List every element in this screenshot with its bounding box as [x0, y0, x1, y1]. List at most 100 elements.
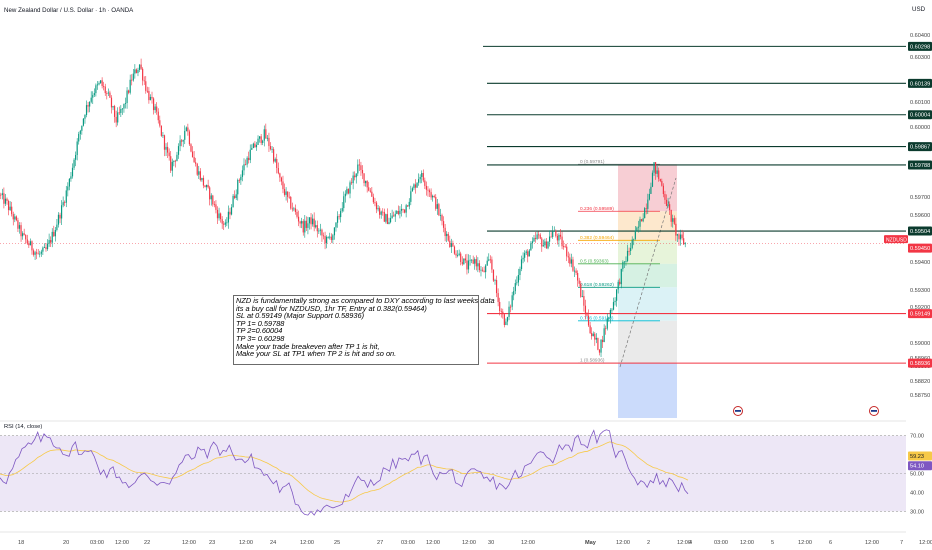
candle-body: [449, 240, 451, 248]
candle-body: [492, 269, 495, 281]
fib-zone: [618, 287, 677, 321]
candle-body: [513, 291, 515, 296]
candle-body: [322, 235, 325, 237]
time-tick-label: May: [585, 540, 597, 546]
price-label-text: 0.59504: [910, 229, 930, 235]
candle-body: [612, 302, 615, 310]
candle-body: [238, 179, 240, 181]
rsi-line: [0, 429, 689, 516]
candle-body: [478, 263, 481, 271]
candle-body: [249, 149, 251, 161]
candle-body: [352, 175, 354, 184]
candle-body: [428, 190, 431, 193]
candle-body: [124, 103, 127, 104]
flag-icon-stripe: [871, 410, 877, 412]
price-label-text: 0.59867: [910, 145, 930, 151]
candle-body: [430, 192, 432, 198]
candle-body: [106, 93, 108, 94]
candle-body: [118, 112, 120, 114]
candle-body: [212, 195, 214, 205]
candle-body: [109, 92, 111, 98]
candle-body: [251, 148, 253, 150]
candle-body: [601, 339, 604, 343]
fib-retracement[interactable]: 0 (0.59791) 0.236 (0.59589) 0.382 (0.59464…: [578, 159, 677, 418]
trade-note[interactable]: NZD is fundamentally strong as compared …: [233, 295, 495, 365]
candle-body: [371, 191, 373, 197]
candle-body: [330, 236, 332, 240]
candle-body: [287, 191, 289, 197]
candle-body: [524, 253, 526, 258]
candle-body: [474, 259, 476, 264]
candle-body: [447, 233, 449, 241]
price-label-text: 0.59149: [910, 312, 930, 318]
candle-body: [271, 149, 273, 150]
candle-body: [96, 84, 99, 86]
candle-body: [163, 135, 166, 150]
time-tick-label: 25: [334, 540, 340, 546]
candle-body: [684, 243, 686, 245]
candle-body: [220, 213, 222, 220]
fib-label: 0.236 (0.59589): [580, 206, 614, 212]
candle-body: [22, 233, 24, 237]
candle-body: [525, 251, 527, 254]
price-tick-label: 0.60300: [910, 55, 930, 61]
time-tick-label: 12:00: [462, 540, 476, 546]
price-label-box: [908, 358, 932, 368]
time-tick-label: 7: [900, 540, 903, 546]
candle-body: [522, 257, 524, 260]
candle-body: [329, 236, 331, 238]
fib-label: 0.5 (0.59363): [580, 258, 609, 264]
candle-body: [296, 211, 298, 217]
candle-body: [573, 270, 576, 272]
candle-body: [277, 167, 279, 174]
candle-body: [424, 180, 426, 186]
candle-body: [340, 211, 342, 218]
price-tick-label: 0.59300: [910, 288, 930, 294]
rsi-value-text: 59.23: [910, 454, 924, 460]
candle-body: [391, 215, 393, 219]
candle-body: [363, 173, 365, 184]
time-tick-label: 12:00: [521, 540, 535, 546]
candle-body: [56, 224, 58, 230]
time-tick-label: 24: [270, 540, 276, 546]
candle-body: [167, 146, 169, 153]
candle-body: [6, 198, 8, 201]
candle-body: [550, 236, 552, 238]
candle-body: [559, 234, 562, 237]
candle-body: [40, 251, 42, 254]
candle-body: [79, 130, 81, 134]
candle-body: [101, 80, 103, 86]
candle-body: [60, 205, 63, 219]
candle-body: [171, 161, 173, 171]
candle-body: [98, 83, 100, 85]
candle-body: [399, 210, 401, 215]
candle-body: [75, 155, 77, 160]
candle-body: [338, 216, 340, 218]
candle-body: [469, 259, 471, 261]
candle-body: [196, 163, 198, 175]
candle-body: [294, 208, 297, 212]
candle-body: [14, 216, 16, 220]
note-line: SL at 0.59149 (Major Support 0.58936): [236, 311, 365, 321]
note-line: NZD is fundamentally strong as compared …: [236, 296, 495, 305]
candle-body: [605, 328, 607, 330]
candle-body: [223, 223, 225, 225]
candle-body: [486, 260, 488, 266]
note-line: TP 2=0.60004: [236, 326, 283, 336]
price-label-box: [908, 142, 932, 152]
candle-body: [126, 90, 128, 104]
candle-body: [517, 274, 519, 283]
time-tick-label: 4: [689, 540, 692, 546]
candle-body: [455, 253, 457, 256]
grid: [0, 420, 906, 533]
candle-body: [567, 256, 569, 258]
candle-body: [104, 86, 106, 94]
candle-body: [316, 225, 318, 232]
candle-body: [291, 208, 293, 210]
candle-body: [285, 191, 287, 195]
candle-body: [120, 108, 122, 113]
candle-body: [81, 125, 83, 131]
price-tick-label: 0.60400: [910, 33, 930, 39]
candle-body: [592, 333, 594, 337]
candle-body: [653, 162, 655, 173]
